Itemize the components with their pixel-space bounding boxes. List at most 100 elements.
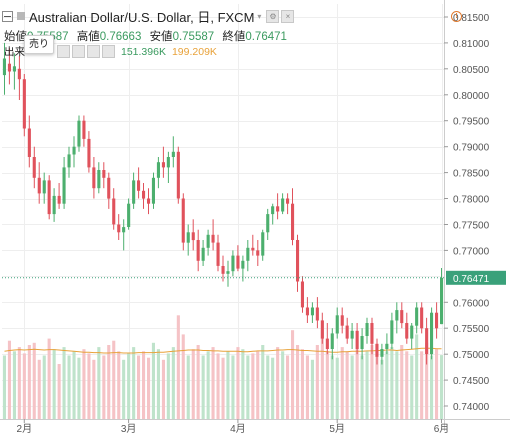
- price-tick-label: 0.80000: [453, 91, 490, 102]
- candle-body: [97, 170, 101, 189]
- volume-bar: [221, 357, 225, 419]
- volume-bar: [7, 340, 11, 419]
- volume-bar: [142, 351, 146, 419]
- volume-bar: [52, 349, 56, 419]
- candle-body: [216, 242, 220, 266]
- candle-body: [231, 255, 235, 272]
- settings-icon[interactable]: [72, 45, 85, 58]
- sell-button[interactable]: 売り: [24, 35, 54, 54]
- candle-body: [420, 307, 424, 329]
- low-label: 安値: [149, 31, 173, 43]
- last-price-label: 0.76471: [453, 274, 490, 285]
- volume-bar: [276, 347, 280, 419]
- candle-body: [132, 180, 136, 204]
- volume-legend: 出来 151.396K 199.209K: [4, 44, 217, 59]
- volume-bar: [156, 349, 160, 419]
- volume-bar: [355, 349, 359, 419]
- candle-body: [415, 307, 419, 326]
- volume-bar: [345, 351, 349, 419]
- volume-bar: [425, 342, 429, 419]
- candle-body: [385, 343, 389, 349]
- settings-icon[interactable]: ⚙: [266, 9, 280, 23]
- collapse-icon[interactable]: [2, 10, 13, 22]
- candle-body: [17, 68, 21, 80]
- candle-body: [380, 349, 384, 357]
- candle-body: [435, 312, 439, 329]
- high-value: 0.76663: [99, 31, 142, 43]
- candle-body: [122, 227, 126, 233]
- candle-body: [67, 154, 71, 168]
- alert-icon[interactable]: !: [451, 11, 462, 22]
- volume-bar: [22, 353, 26, 419]
- volume-bar: [166, 353, 170, 419]
- candle-body: [42, 180, 46, 194]
- volume-bar: [72, 351, 76, 419]
- volume-bar: [57, 364, 61, 419]
- volume-bar: [231, 355, 235, 419]
- volume-bar: [17, 347, 21, 419]
- volume-bar: [246, 355, 250, 419]
- volume-bar: [335, 357, 339, 419]
- candle-body: [22, 79, 26, 129]
- candle-body: [156, 162, 160, 178]
- volume-bar: [266, 355, 270, 419]
- price-tick-label: 0.75000: [453, 350, 490, 361]
- candle-body: [375, 343, 379, 357]
- candle-body: [137, 180, 141, 191]
- volume-bar: [226, 351, 230, 419]
- candle-body: [300, 281, 304, 308]
- volume-bar: [161, 359, 165, 419]
- candle-body: [261, 232, 265, 256]
- volume-bar: [112, 340, 116, 419]
- candle-body: [350, 330, 354, 339]
- volume-bar: [405, 351, 409, 419]
- volume-bar: [330, 355, 334, 419]
- volume-bar: [2, 355, 6, 419]
- chevron-down-icon[interactable]: ▾: [257, 11, 262, 21]
- chart-legend-header: Australian Dollar/U.S. Dollar, 日, FXCM ▾…: [2, 8, 295, 25]
- candle-body: [430, 312, 434, 355]
- candle-body: [52, 195, 56, 215]
- candle-body: [256, 250, 260, 256]
- volume-bar: [117, 351, 121, 419]
- candle-body: [310, 307, 314, 316]
- candle-body: [271, 206, 275, 215]
- candle-body: [330, 333, 334, 349]
- volume-bar: [151, 342, 155, 419]
- volume-bar: [67, 355, 71, 419]
- volume-bar: [410, 355, 414, 419]
- candle-body: [92, 167, 96, 189]
- candle-body: [62, 167, 66, 204]
- volume-ma-line: [4, 347, 442, 354]
- volume-bar: [430, 355, 434, 419]
- more-icon[interactable]: [87, 45, 100, 58]
- candle-body: [281, 198, 285, 212]
- volume-bar: [181, 334, 185, 419]
- candle-body: [151, 177, 155, 204]
- eye-icon[interactable]: [57, 45, 70, 58]
- time-tick-label: 6月: [434, 423, 450, 435]
- candle-body: [395, 310, 399, 321]
- candle-body: [102, 170, 106, 178]
- volume-bar: [236, 347, 240, 419]
- price-tick-label: 0.80500: [453, 65, 490, 76]
- volume-bar: [380, 359, 384, 419]
- candle-body: [320, 320, 324, 339]
- volume-bar: [206, 351, 210, 419]
- volume-bar: [256, 351, 260, 419]
- volume-bar: [132, 347, 136, 419]
- volume-bar: [77, 357, 81, 419]
- volume-bar: [390, 347, 394, 419]
- volume-bar: [12, 351, 16, 419]
- volume-bars: [2, 315, 444, 419]
- price-tick-label: 0.76000: [453, 298, 490, 309]
- price-tick-label: 0.77500: [453, 221, 490, 232]
- symbol-title[interactable]: Australian Dollar/U.S. Dollar, 日, FXCM: [29, 9, 255, 25]
- candle-body: [117, 224, 121, 233]
- close-icon[interactable]: ×: [281, 9, 295, 23]
- close-icon[interactable]: [102, 45, 115, 58]
- candle-body: [171, 151, 175, 157]
- time-tick-label: 3月: [121, 423, 137, 435]
